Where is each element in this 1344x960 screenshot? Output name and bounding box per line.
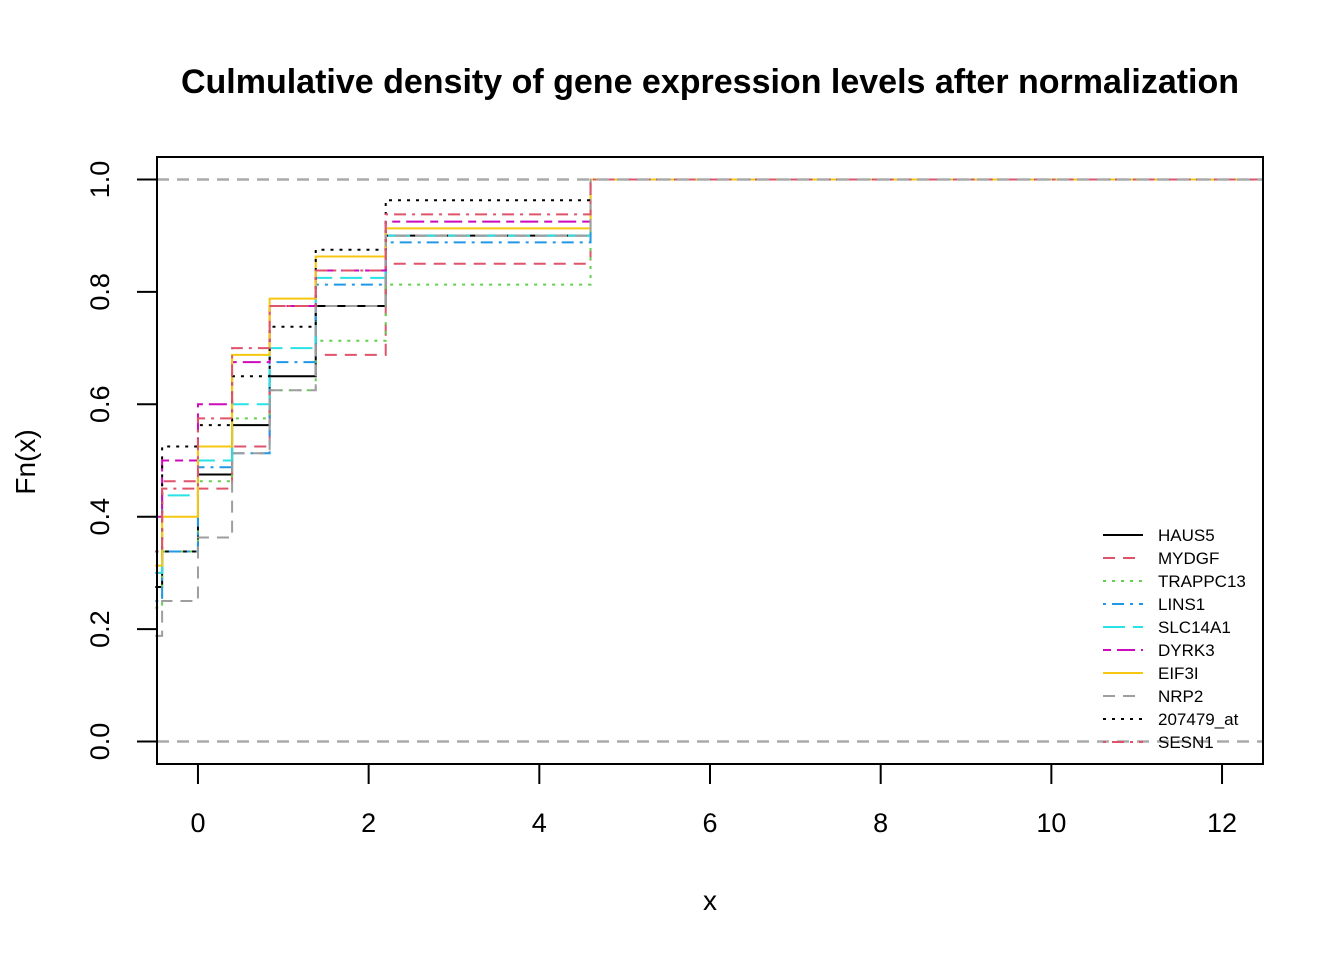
series-line-sesn1 (155, 178, 1263, 553)
y-tick-label: 0.6 (85, 386, 115, 424)
plot-area (155, 156, 1264, 765)
series-layer (155, 178, 1263, 637)
legend-label-sesn1: SESN1 (1158, 733, 1214, 752)
y-tick-label: 1.0 (85, 161, 115, 199)
legend-label-haus5: HAUS5 (1158, 526, 1215, 545)
series-line-trappc13 (155, 178, 1263, 609)
chart-title: Culmulative density of gene expression l… (181, 63, 1239, 101)
y-tick-label: 0.0 (85, 723, 115, 761)
x-axis: 0 2 4 6 8 10 12 (190, 763, 1237, 838)
x-tick-label: 6 (702, 808, 717, 838)
series-line-haus5 (155, 178, 1263, 588)
x-tick-label: 0 (190, 808, 205, 838)
x-tick-label: 8 (873, 808, 888, 838)
x-tick-label: 12 (1207, 808, 1237, 838)
series-line-dyrk3 (155, 178, 1263, 518)
legend-label-207479_at: 207479_at (1158, 710, 1239, 729)
series-line-mydgf (155, 178, 1263, 574)
series-line-207479_at (155, 178, 1263, 553)
x-axis-label: x (703, 885, 717, 916)
legend: HAUS5 MYDGF TRAPPC13 LINS1 SLC14A1 DYRK3 EIF3I… (1103, 526, 1246, 752)
legend-label-trappc13: TRAPPC13 (1158, 572, 1246, 591)
reference-lines (157, 178, 1263, 743)
y-tick-label: 0.2 (85, 610, 115, 648)
legend-label-eif3i: EIF3I (1158, 664, 1199, 683)
legend-label-nrp2: NRP2 (1158, 687, 1203, 706)
y-axis: 0.0 0.2 0.4 0.6 0.8 1.0 (85, 161, 158, 761)
x-tick-label: 2 (361, 808, 376, 838)
legend-label-mydgf: MYDGF (1158, 549, 1219, 568)
y-tick-label: 0.8 (85, 273, 115, 311)
series-line-nrp2 (155, 178, 1263, 637)
y-axis-label: Fn(x) (10, 429, 41, 494)
plot-frame (156, 156, 1264, 765)
legend-label-dyrk3: DYRK3 (1158, 641, 1215, 660)
legend-label-slc14a1: SLC14A1 (1158, 618, 1231, 637)
y-tick-label: 0.4 (85, 498, 115, 536)
legend-label-lins1: LINS1 (1158, 595, 1205, 614)
x-tick-label: 10 (1036, 808, 1066, 838)
series-line-slc14a1 (155, 178, 1263, 574)
x-tick-label: 4 (532, 808, 547, 838)
series-line-lins1 (155, 178, 1263, 603)
series-line-eif3i (155, 178, 1263, 567)
